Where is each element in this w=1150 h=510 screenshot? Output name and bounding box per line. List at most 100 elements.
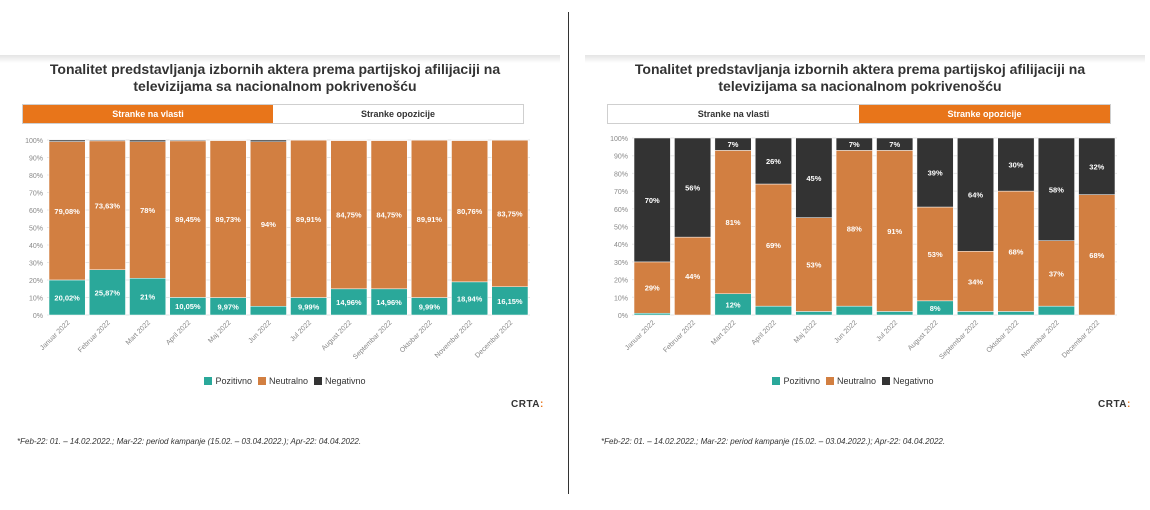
x-tick-label: Septembar 2022 [938, 319, 980, 361]
legend-label-neutralno: Neutralno [836, 376, 877, 386]
data-label-negativno: 58% [1049, 185, 1064, 194]
bar-segment-pozitivno [957, 311, 994, 316]
y-tick-label: 50% [614, 225, 628, 232]
chart-legend: Pozitivno Neutralno Negativno [5, 376, 565, 386]
data-label-pozitivno: 16,15% [497, 297, 523, 306]
data-label-neutralno: 68% [1089, 251, 1104, 260]
data-label-neutralno: 68% [1008, 247, 1023, 256]
legend-item-negativno[interactable]: Negativno [882, 376, 934, 386]
bar-segment-negativno [997, 137, 1035, 192]
y-tick-label: 100% [610, 136, 628, 143]
bar-segment-negativno [755, 137, 792, 185]
bar-segment-negativno [1078, 137, 1116, 195]
data-label-negativno: 56% [685, 184, 700, 193]
y-tick-label: 90% [29, 156, 43, 163]
y-tick-label: 60% [29, 208, 43, 215]
bar-segment-neutralno [916, 206, 954, 302]
bar-segment-neutralno [491, 139, 529, 287]
bar-segment-neutralno [674, 236, 712, 316]
bar-segment-negativno [674, 137, 712, 238]
bar-segment-negativno [1037, 137, 1075, 241]
data-label-pozitivno: 10,05% [175, 302, 201, 311]
data-label-negativno: 64% [968, 191, 983, 200]
bar-segment-negativno [89, 139, 126, 142]
y-tick-label: 20% [614, 278, 628, 285]
data-label-neutralno: 37% [1049, 269, 1064, 278]
data-label-negativno: 7% [849, 140, 860, 149]
bar-segment-pozitivno [795, 311, 833, 316]
bar-segment-neutralno [997, 190, 1035, 312]
data-label-neutralno: 80,76% [457, 207, 483, 216]
footnote: *Feb-22: 01. – 14.02.2022.; Mar-22: peri… [17, 437, 362, 446]
data-label-negativno: 45% [806, 174, 821, 183]
bar-segment-negativno [169, 139, 207, 142]
logo-colon: : [540, 399, 544, 410]
legend-swatch-negativno [882, 377, 891, 385]
legend-item-pozitivno[interactable]: Pozitivno [772, 376, 820, 386]
y-tick-label: 90% [614, 154, 628, 161]
logo-colon: : [1127, 399, 1131, 410]
bar-segment-pozitivno [835, 305, 873, 316]
bar-segment-negativno [250, 139, 287, 142]
legend-item-negativno[interactable]: Negativno [314, 376, 366, 386]
y-tick-label: 60% [614, 207, 628, 214]
bar-segment-pozitivno [129, 278, 166, 316]
logo-text: CRTA [1098, 399, 1128, 410]
legend-label-negativno: Negativno [325, 376, 366, 386]
chart-title-line2: televizijama sa nacionalnom pokrivenošću [133, 78, 417, 94]
bar-segment-neutralno [1078, 194, 1116, 316]
tab-stranke-na-vlasti[interactable]: Stranke na vlasti [608, 105, 859, 123]
x-tick-label: Januar 2022 [624, 319, 657, 352]
bar-segment-neutralno [48, 141, 86, 281]
data-label-neutralno: 73,63% [95, 201, 121, 210]
bar-segment-pozitivno [451, 281, 488, 316]
data-label-neutralno: 89,73% [215, 215, 241, 224]
legend-swatch-negativno [314, 377, 323, 385]
legend-label-negativno: Negativno [893, 376, 934, 386]
data-label-pozitivno: 14,96% [376, 298, 402, 307]
data-label-neutralno: 79,08% [54, 207, 80, 216]
data-label-negativno: 7% [728, 140, 739, 149]
data-label-negativno: 30% [1008, 161, 1023, 170]
data-label-neutralno: 29% [645, 284, 660, 293]
y-tick-label: 30% [29, 261, 43, 268]
x-tick-label: April 2022 [751, 319, 778, 346]
bar-segment-pozitivno [1037, 305, 1075, 316]
bar-segment-neutralno [1037, 240, 1075, 307]
bar-segment-negativno [451, 139, 488, 141]
bar-segment-pozitivno [491, 286, 529, 316]
y-tick-label: 80% [614, 171, 628, 178]
chart-title-line2: televizijama sa nacionalnom pokrivenošću [718, 78, 1002, 94]
legend-item-neutralno[interactable]: Neutralno [825, 376, 877, 386]
tab-stranke-opozicije[interactable]: Stranke opozicije [273, 105, 523, 123]
y-tick-label: 50% [29, 226, 43, 233]
data-label-pozitivno: 25,87% [95, 288, 121, 297]
bar-segment-negativno [835, 137, 873, 151]
right-chart-panel: Tonalitet predstavljanja izbornih aktera… [585, 55, 1145, 435]
bar-segment-pozitivno [370, 288, 408, 316]
x-tick-label: Januar 2022 [39, 319, 72, 352]
data-label-neutralno: 44% [685, 272, 700, 281]
panel-top-shadow [585, 55, 1145, 63]
data-label-neutralno: 81% [726, 218, 741, 227]
bar-segment-negativno [957, 137, 994, 252]
legend-item-pozitivno[interactable]: Pozitivno [204, 376, 252, 386]
tab-stranke-na-vlasti[interactable]: Stranke na vlasti [23, 105, 273, 123]
y-tick-label: 10% [614, 295, 628, 302]
tab-switcher: Stranke na vlasti Stranke opozicije [22, 104, 524, 124]
data-label-neutralno: 88% [847, 224, 862, 233]
bar-segment-neutralno [835, 150, 873, 307]
x-tick-label: Decembar 2022 [474, 319, 514, 359]
x-tick-label: Novembar 2022 [434, 319, 474, 359]
chart-title: Tonalitet predstavljanja izbornih aktera… [0, 61, 555, 95]
bar-segment-pozitivno [633, 312, 671, 316]
bar-segment-neutralno [411, 139, 448, 298]
y-tick-label: 0% [33, 313, 43, 320]
legend-label-pozitivno: Pozitivno [783, 376, 820, 386]
tab-stranke-opozicije[interactable]: Stranke opozicije [859, 105, 1110, 123]
bar-segment-negativno [916, 137, 954, 208]
bar-segment-neutralno [714, 150, 752, 295]
legend-item-neutralno[interactable]: Neutralno [257, 376, 308, 386]
data-label-neutralno: 83,75% [497, 209, 523, 218]
bar-segment-negativno [370, 139, 408, 141]
